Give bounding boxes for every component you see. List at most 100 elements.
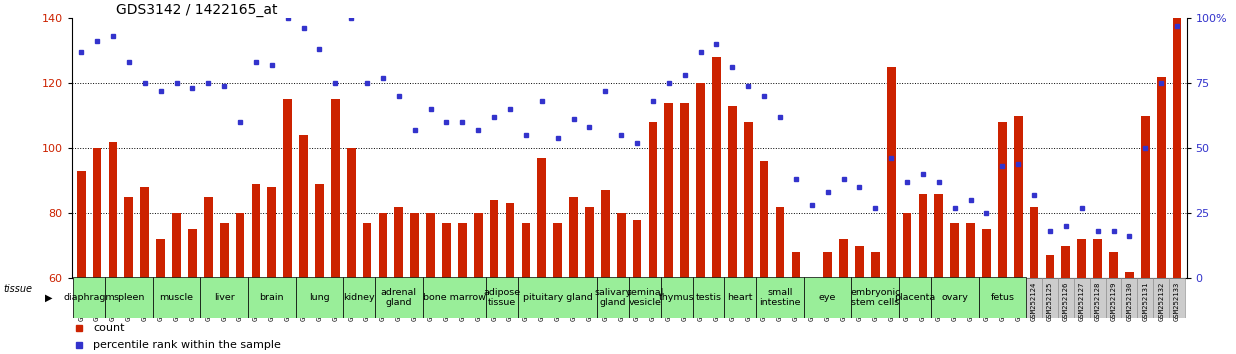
Bar [696, 83, 705, 354]
Text: GSM252111: GSM252111 [824, 281, 831, 321]
Bar [489, 200, 498, 354]
Bar [410, 213, 419, 354]
Text: ovary: ovary [942, 293, 968, 302]
Text: GSM252066: GSM252066 [110, 281, 116, 321]
Text: GDS3142 / 1422165_at: GDS3142 / 1422165_at [116, 3, 278, 17]
Bar [423, 277, 486, 318]
Bar [983, 229, 991, 354]
Text: bone marrow: bone marrow [423, 293, 486, 302]
Bar [279, 278, 295, 318]
Bar [868, 278, 884, 318]
Text: GSM252070: GSM252070 [173, 281, 179, 321]
Bar [121, 278, 137, 318]
Text: GSM252082: GSM252082 [365, 281, 370, 321]
Bar [153, 278, 168, 318]
Bar [760, 161, 769, 354]
Bar [344, 277, 375, 318]
Bar [1094, 239, 1103, 354]
Text: GSM252127: GSM252127 [1079, 281, 1085, 321]
Bar [362, 223, 372, 354]
Bar [471, 278, 486, 318]
Bar [967, 223, 975, 354]
Bar [188, 229, 197, 354]
Bar [931, 278, 947, 318]
Bar [105, 278, 121, 318]
Bar [156, 239, 164, 354]
Bar [645, 278, 661, 318]
Bar [1121, 278, 1137, 318]
Text: GSM252075: GSM252075 [253, 281, 258, 321]
Bar [728, 106, 737, 354]
Bar [311, 278, 328, 318]
Bar [852, 277, 899, 318]
Bar [109, 142, 117, 354]
Text: GSM252123: GSM252123 [1015, 281, 1021, 321]
Bar [1141, 115, 1149, 354]
Bar [442, 223, 451, 354]
Text: percentile rank within the sample: percentile rank within the sample [94, 340, 282, 350]
Bar [423, 278, 439, 318]
Text: eye: eye [819, 293, 837, 302]
Text: GSM252071: GSM252071 [189, 281, 195, 321]
Text: GSM252094: GSM252094 [555, 281, 561, 321]
Bar [375, 277, 423, 318]
Text: testis: testis [696, 293, 722, 302]
Text: GSM252068: GSM252068 [142, 281, 148, 321]
Bar [803, 278, 819, 318]
Bar [391, 278, 407, 318]
Text: GSM252096: GSM252096 [586, 281, 592, 321]
Text: pituitary gland: pituitary gland [523, 293, 592, 302]
Bar [204, 197, 213, 354]
Bar [172, 213, 180, 354]
Bar [979, 278, 995, 318]
Bar [360, 278, 375, 318]
Bar [232, 278, 248, 318]
Bar [1074, 278, 1090, 318]
Bar [283, 99, 292, 354]
Bar [252, 184, 261, 354]
Bar [692, 277, 724, 318]
Text: GSM252131: GSM252131 [1142, 281, 1148, 321]
Text: heart: heart [728, 293, 753, 302]
Bar [791, 252, 800, 354]
Bar [819, 278, 836, 318]
Bar [502, 278, 518, 318]
Bar [633, 219, 641, 354]
Bar [299, 135, 308, 354]
Text: GSM252125: GSM252125 [1047, 281, 1053, 321]
Text: lung: lung [309, 293, 330, 302]
Bar [93, 148, 101, 354]
Bar [1125, 272, 1133, 354]
Bar [295, 278, 311, 318]
Bar [344, 278, 360, 318]
Bar [1157, 76, 1166, 354]
Bar [740, 278, 756, 318]
Bar [712, 57, 721, 354]
Bar [439, 278, 455, 318]
Bar [756, 277, 803, 318]
Bar [315, 184, 324, 354]
Bar [248, 277, 295, 318]
Bar [473, 213, 482, 354]
Bar [629, 277, 661, 318]
Bar [347, 148, 356, 354]
Bar [597, 277, 629, 318]
Bar [677, 278, 692, 318]
Text: GSM252124: GSM252124 [1031, 281, 1037, 321]
Bar [295, 277, 344, 318]
Bar [1109, 252, 1117, 354]
Bar [871, 252, 880, 354]
Bar [884, 278, 899, 318]
Bar [459, 223, 467, 354]
Text: GSM252121: GSM252121 [984, 281, 990, 321]
Bar [1010, 278, 1026, 318]
Bar [772, 278, 787, 318]
Bar [394, 206, 403, 354]
Text: salivary
gland: salivary gland [595, 288, 632, 307]
Text: muscle: muscle [159, 293, 194, 302]
Text: GSM252087: GSM252087 [444, 281, 450, 321]
Text: GSM252076: GSM252076 [268, 281, 274, 321]
Text: GSM252095: GSM252095 [571, 281, 576, 321]
Bar [263, 278, 279, 318]
Bar [585, 206, 593, 354]
